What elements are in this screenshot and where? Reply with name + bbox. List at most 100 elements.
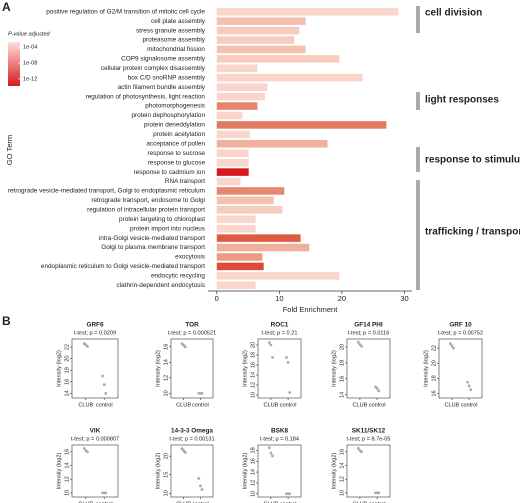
bar <box>216 206 283 214</box>
data-point <box>288 492 292 496</box>
y-tick-label: 14 <box>163 359 169 365</box>
category-label: response to glucose <box>148 159 206 166</box>
plot-frame <box>346 444 391 498</box>
y-tick-label: 20 <box>431 360 437 366</box>
category-label: RNA transport <box>165 178 205 185</box>
y-tick-label: 12 <box>250 382 256 388</box>
data-point <box>467 384 471 388</box>
category-label: stress granule assembly <box>136 27 206 34</box>
data-point <box>269 451 273 455</box>
bar <box>216 26 300 35</box>
data-point <box>360 450 363 454</box>
x-tick-label: 20 <box>338 294 346 303</box>
y-tick-label: 20 <box>339 344 345 350</box>
bar <box>216 253 263 261</box>
bar <box>216 168 249 176</box>
plot-title: ROC1 <box>271 322 289 329</box>
y-tick-label: 18 <box>64 367 70 373</box>
data-point <box>86 345 89 348</box>
data-point <box>288 391 292 394</box>
y-tick-label: 16 <box>64 379 70 385</box>
plot-title: SK11/SK12 <box>352 428 386 435</box>
category-label: endoplasmic reticulum to Golgi vesicle-m… <box>41 263 205 270</box>
data-point <box>469 388 473 392</box>
data-point <box>466 380 469 384</box>
plot-title: TOR <box>185 322 199 329</box>
y-tick-label: 12 <box>64 476 70 482</box>
data-point <box>200 391 204 395</box>
plot-subtitle: t-test; p = 8.7e-05 <box>347 436 391 442</box>
data-point <box>183 451 187 454</box>
data-point <box>360 344 363 348</box>
data-point <box>183 345 187 349</box>
plot-frame <box>346 338 391 399</box>
group-label: trafficking / transport <box>425 227 520 238</box>
x-tick-label: control <box>369 402 386 408</box>
category-label: cell plate assembly <box>151 18 206 25</box>
data-point <box>448 342 452 345</box>
group-label: light responses <box>425 95 499 106</box>
data-point <box>356 447 360 450</box>
y-tick-label: 18 <box>339 360 345 366</box>
category-label: retrograde vesicle-mediated transport, G… <box>8 188 205 195</box>
bar <box>216 158 249 167</box>
group-bracket <box>416 180 420 290</box>
y-axis-title: Intensity (log2) <box>56 350 62 387</box>
data-point <box>356 340 360 344</box>
group-bracket <box>416 147 420 172</box>
x-tick-label: control <box>280 402 297 408</box>
data-point <box>102 383 106 387</box>
y-tick-label: 10 <box>163 490 169 496</box>
bar <box>216 140 328 148</box>
plot-subtitle: t-test; p = 0.0116 <box>348 330 390 336</box>
y-tick-label: 10 <box>163 390 169 396</box>
legend-title: P-value adjusted <box>8 31 51 37</box>
data-point <box>267 341 271 344</box>
bar <box>216 111 243 120</box>
y-tick-label: 16 <box>431 390 437 396</box>
plot-frame <box>170 338 214 399</box>
x-tick-label: CLUB <box>263 402 278 408</box>
category-label: COP9 signalosome assembly <box>121 56 206 63</box>
panel-label: B <box>2 314 11 328</box>
y-tick-label: 22 <box>431 345 437 351</box>
category-label: regulation of photosynthesis, light reac… <box>86 93 206 100</box>
plot-frame <box>257 444 302 498</box>
plot-title: GRF6 <box>86 322 103 329</box>
bar <box>216 102 258 110</box>
data-point <box>199 484 202 488</box>
bar <box>216 83 268 91</box>
bar <box>216 73 363 82</box>
y-tick-label: 14 <box>64 462 70 468</box>
y-tick-label: 16 <box>250 458 256 464</box>
y-tick-label: 16 <box>339 449 345 455</box>
data-point <box>450 344 454 348</box>
y-tick-label: 18 <box>250 447 256 453</box>
plot-title: BSK8 <box>271 428 288 435</box>
data-point <box>180 447 184 451</box>
x-tick-label: control <box>280 501 297 503</box>
x-tick-label: CLUB <box>176 501 191 503</box>
bar <box>216 215 256 224</box>
plot-subtitle: t-test; p = 0.00752 <box>438 330 483 336</box>
y-tick-label: 12 <box>250 480 256 486</box>
plot-title: GRF 10 <box>449 322 472 329</box>
bar <box>216 234 301 242</box>
data-point <box>452 346 455 350</box>
y-tick-label: 16 <box>339 376 345 382</box>
x-tick-label: CLUB <box>78 501 93 503</box>
plot-subtitle: t-test; p = 0.0209 <box>74 330 116 336</box>
panel-label: A <box>2 0 11 14</box>
data-point <box>286 361 290 364</box>
x-tick-label: control <box>96 402 113 408</box>
data-point <box>200 488 204 491</box>
x-tick-label: 10 <box>275 294 283 303</box>
y-axis-title: Intensity (log2) <box>155 350 161 387</box>
category-label: protein dephosphorylation <box>131 112 205 119</box>
y-axis-title: Intensity (log2) <box>242 350 248 387</box>
bar <box>216 45 306 54</box>
x-tick-label: 0 <box>215 294 219 303</box>
data-point <box>182 449 186 452</box>
x-tick-label: CLUB <box>444 402 459 408</box>
plot-frame <box>71 338 119 399</box>
